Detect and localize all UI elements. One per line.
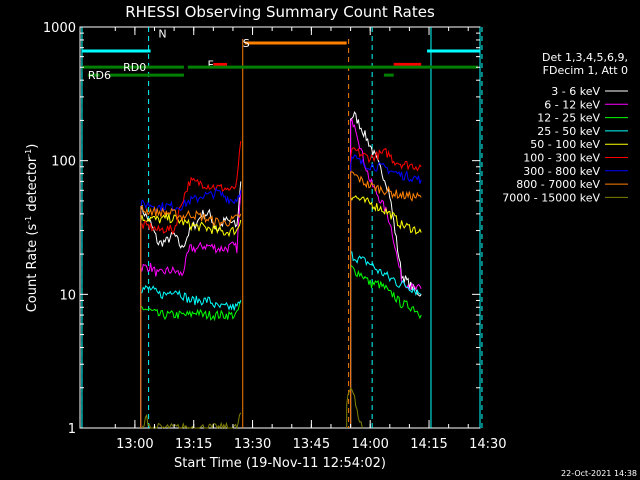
series-line-7-0 <box>140 205 242 428</box>
series-line-2-0 <box>140 300 242 428</box>
x-tick-label: 13:15 <box>175 437 212 452</box>
flag-label-rd0: RD0 <box>123 61 146 74</box>
series-line-6-0 <box>140 187 242 428</box>
legend-label: 100 - 300 keV <box>523 152 600 165</box>
legend-label: 3 - 6 keV <box>551 85 600 98</box>
flag-label-s: S <box>243 37 250 50</box>
series-layer <box>140 110 422 430</box>
flag-label-rd6: RD6 <box>88 69 111 82</box>
series-line-6-1 <box>350 154 422 428</box>
legend-label: 12 - 25 keV <box>537 112 600 125</box>
series-line-3-0 <box>140 285 242 428</box>
flags-layer: N F S RD0 RD6 <box>81 28 480 82</box>
x-tick-label: 13:30 <box>234 437 271 452</box>
flag-label-f: F <box>207 58 213 71</box>
axes-layer: 13:00 13:15 13:30 13:45 14:00 14:15 14:30 1 10 10… <box>43 21 507 452</box>
x-tick-label: 14:15 <box>410 437 447 452</box>
y-axis-label: Count Rate (s-1 detector-1) <box>24 144 40 313</box>
x-axis-label: Start Time (19-Nov-11 12:54:02) <box>174 456 386 471</box>
series-line-4-1 <box>350 195 422 428</box>
plot-frame <box>79 26 481 429</box>
y-tick-label: 1 <box>68 422 76 437</box>
series-line-8-0 <box>142 412 242 430</box>
series-line-3-1 <box>350 250 422 428</box>
y-tick-label: 10 <box>59 288 76 303</box>
series-line-5-1 <box>350 147 422 428</box>
legend-label: 7000 - 15000 keV <box>502 191 600 204</box>
x-tick-label: 13:45 <box>293 437 330 452</box>
series-line-5-0 <box>140 141 242 428</box>
x-tick-label: 13:00 <box>116 437 153 452</box>
series-line-4-0 <box>140 212 242 428</box>
series-line-2-1 <box>350 262 422 428</box>
legend-header-line: FDecim 1, Att 0 <box>543 64 628 77</box>
flag-label-n: N <box>158 28 166 41</box>
legend-label: 300 - 800 keV <box>523 165 600 178</box>
y-tick-label: 100 <box>51 155 76 170</box>
legend-label: 800 - 7000 keV <box>516 178 600 191</box>
series-line-7-1 <box>350 171 422 428</box>
x-tick-label: 14:30 <box>469 437 506 452</box>
x-tick-label: 14:00 <box>351 437 388 452</box>
legend-label: 25 - 50 keV <box>537 125 600 138</box>
legend-label: 50 - 100 keV <box>530 138 600 151</box>
background-lines <box>81 27 483 428</box>
chart-title: RHESSI Observing Summary Count Rates <box>125 3 435 21</box>
legend: Det 1,3,4,5,6,9,FDecim 1, Att 0 3 - 6 keV… <box>502 51 628 204</box>
series-line-8-1 <box>346 387 363 429</box>
timestamp: 22-Oct-2021 14:38 <box>561 469 637 478</box>
y-tick-label: 1000 <box>43 21 76 36</box>
legend-header-line: Det 1,3,4,5,6,9, <box>542 51 628 64</box>
legend-label: 6 - 12 keV <box>544 98 600 111</box>
series-line-0-1 <box>350 110 422 428</box>
series-line-1-0 <box>140 190 242 428</box>
